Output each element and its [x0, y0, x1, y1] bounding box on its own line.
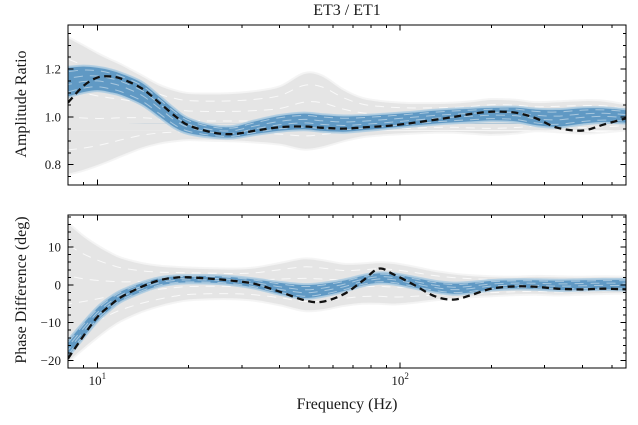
x-tick-label: 101 — [89, 371, 107, 388]
narrow-uncertainty-band — [68, 65, 626, 139]
axes-frame-1 — [67, 214, 627, 369]
y-tick-label: 10 — [48, 240, 61, 255]
y-tick-label: 0 — [55, 277, 62, 292]
y-axis-label-phase-difference: Phase Difference (deg) — [13, 216, 30, 364]
y-tick-label: −10 — [41, 315, 61, 330]
y-tick-label: 1.2 — [45, 62, 61, 77]
x-axis-label: Frequency (Hz) — [296, 396, 398, 413]
y-tick-label: 0.8 — [45, 157, 61, 172]
y-tick-label: 1.0 — [45, 109, 61, 124]
measured-ratio-dashed-line — [68, 75, 626, 136]
ticks-panel-0 — [67, 25, 626, 185]
x-tick-label: 102 — [391, 371, 409, 388]
measured-phase-dashed-line — [68, 267, 626, 360]
y-tick-label: −20 — [41, 353, 61, 368]
ticks-panel-1 — [67, 215, 626, 368]
chart-title: ET3 / ET1 — [313, 2, 381, 19]
wide-uncertainty-band — [68, 36, 626, 175]
panel-0-series — [68, 36, 626, 176]
y-axis-label-amplitude-ratio: Amplitude Ratio — [13, 50, 30, 158]
narrow-uncertainty-band — [68, 272, 626, 358]
panel-1-series — [68, 221, 626, 364]
